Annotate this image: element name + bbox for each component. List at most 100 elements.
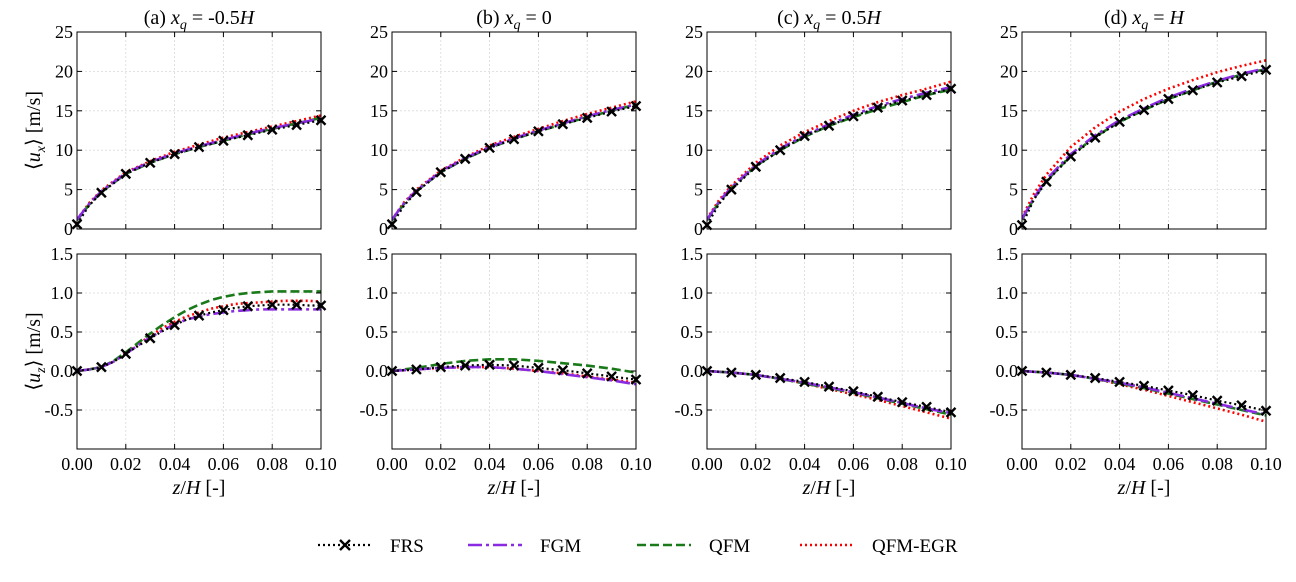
gridlines: [706, 31, 952, 230]
y-tick-label: 25: [370, 22, 388, 42]
frs-marker: [435, 361, 447, 373]
frs-marker: [218, 304, 229, 316]
panel-3-ux: 0 5 10 15 20 25 (d) xq = H: [1000, 7, 1272, 239]
frs-marker: [1065, 369, 1077, 381]
frs-marker: [581, 112, 593, 124]
gridlines: [1021, 253, 1267, 449]
legend-item-frs: FRS: [318, 536, 424, 557]
legend-label: QFM-EGR: [872, 536, 958, 557]
series-line-fgm: [77, 117, 321, 221]
series-lines: [1022, 59, 1266, 226]
frs-marker: [242, 300, 254, 312]
frs-marker: [557, 118, 569, 130]
series-line-fgm: [1022, 369, 1266, 416]
frs-marker: [533, 125, 544, 137]
frs-marker: [120, 348, 132, 360]
frs-marker: [799, 130, 810, 142]
y-tick-label: 15: [1000, 101, 1018, 121]
x-tick-label: 0.04: [474, 454, 506, 474]
frs-marker: [411, 186, 422, 198]
frs-marker: [193, 310, 205, 321]
panel-3-uz: 0.00 0.02 0.04 0.06 0.08 0.10 -0.5 0.0 0.5 1.0 1.5…: [990, 244, 1282, 499]
frs-marker: [1187, 389, 1199, 401]
frs-marker: [144, 332, 156, 344]
frs-marker: [848, 110, 859, 122]
frs-marker: [1065, 151, 1077, 162]
axes-frame: [1021, 31, 1267, 230]
frs-marker: [799, 376, 810, 388]
y-tick-label: 0.0: [996, 361, 1019, 381]
frs-marker: [533, 362, 544, 374]
series-line-qfm: [77, 290, 321, 373]
series-line-frs: [77, 119, 321, 225]
series-line-fgm: [707, 85, 951, 221]
frs-marker: [1236, 399, 1247, 411]
gridlines: [76, 31, 322, 230]
x-tick-label: 0.08: [1201, 454, 1233, 474]
series-line-frs: [1022, 68, 1266, 226]
x-tick-label: 0.00: [61, 454, 93, 474]
x-axis-label: z/H [-]: [172, 477, 226, 499]
frs-marker: [774, 144, 786, 156]
frs-marker: [921, 89, 932, 101]
y-tick-label: 1.0: [51, 283, 74, 303]
series-line-fgm: [77, 308, 321, 373]
axes-frame: [391, 253, 637, 450]
frs-marker: [1041, 176, 1052, 188]
frs-marker: [291, 299, 302, 311]
x-tick-label: 0.06: [208, 454, 240, 474]
panel-1-ux: 0 5 10 15 20 25 (b) xq = 0: [370, 7, 642, 239]
axes-frame: [706, 31, 952, 230]
frs-marker: [1114, 376, 1125, 388]
frs-marker: [557, 364, 569, 376]
x-tick-label: 0.06: [523, 454, 555, 474]
series-line-frs: [707, 369, 951, 414]
frs-markers: [701, 83, 957, 231]
frs-marker: [872, 391, 884, 403]
y-tick-label: 10: [55, 140, 73, 160]
y-tick-label: 0.5: [51, 322, 74, 342]
frs-marker: [169, 319, 180, 331]
frs-marker: [484, 142, 495, 154]
series-line-qfm-egr: [77, 114, 321, 221]
frs-marker: [921, 401, 932, 413]
y-tick-label: 0: [1009, 219, 1018, 239]
gridlines: [1021, 31, 1267, 230]
panel-title-1: (b) xq = 0: [476, 7, 552, 33]
y-tick-label: 0.0: [681, 361, 704, 381]
x-tick-label: 0.02: [425, 454, 457, 474]
frs-marker: [823, 381, 835, 392]
panel-0-uz: 0.00 0.02 0.04 0.06 0.08 0.10 -0.5 0.0 0.5 1.0 1.5…: [23, 244, 337, 499]
frs-marker: [411, 364, 422, 375]
frs-markers: [386, 100, 642, 230]
x-axis-label: z/H [-]: [487, 477, 541, 499]
series-line-qfm: [77, 116, 321, 222]
frs-marker: [1211, 77, 1223, 88]
frs-marker: [1089, 132, 1101, 143]
series-line-frs: [392, 104, 636, 225]
legend-label: QFM: [709, 536, 750, 557]
gridlines: [391, 253, 637, 449]
frs-marker: [896, 95, 908, 106]
series-line-qfm-egr: [707, 80, 951, 220]
series-line-qfm: [1022, 67, 1266, 221]
series-line-qfm-egr: [1022, 369, 1266, 423]
y-tick-label: 1.5: [681, 244, 704, 264]
y-tick-label: 1.5: [996, 244, 1019, 264]
y-tick-label: 20: [1000, 61, 1018, 81]
frs-marker: [1041, 367, 1052, 378]
y-tick-label: 1.5: [51, 244, 74, 264]
series-lines: [707, 369, 951, 420]
series-lines: [392, 100, 636, 225]
series-line-qfm: [1022, 369, 1266, 417]
series-line-qfm-egr: [1022, 59, 1266, 218]
x-tick-label: 0.00: [376, 454, 408, 474]
series-line-frs: [1022, 369, 1266, 412]
frs-marker: [120, 168, 132, 180]
x-tick-label: 0.06: [1153, 454, 1185, 474]
frs-marker: [848, 385, 859, 397]
frs-marker: [144, 157, 156, 169]
frs-marker: [96, 187, 107, 199]
frs-marker: [459, 360, 471, 371]
x-tick-label: 0.00: [691, 454, 723, 474]
